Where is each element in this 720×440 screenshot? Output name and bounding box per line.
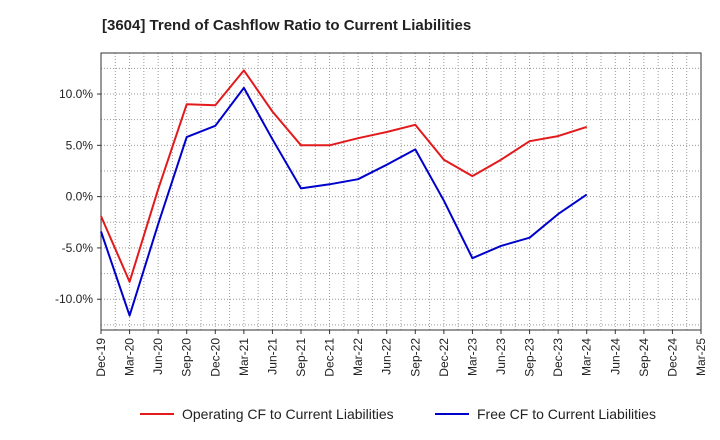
x-tick-label: Dec-24 bbox=[665, 338, 679, 377]
x-tick-label: Jun-24 bbox=[608, 338, 622, 375]
x-tick-label: Jun-22 bbox=[380, 338, 394, 375]
x-tick-label: Mar-24 bbox=[580, 338, 594, 376]
series-line-operating-cf bbox=[100, 69, 588, 283]
x-tick-label: Sep-23 bbox=[523, 338, 537, 377]
x-tick-label: Mar-23 bbox=[465, 338, 479, 376]
legend-label: Free CF to Current Liabilities bbox=[477, 406, 656, 422]
x-tick-label: Sep-21 bbox=[294, 338, 308, 377]
legend-label: Operating CF to Current Liabilities bbox=[182, 406, 394, 422]
y-tick-label: 0.0% bbox=[66, 190, 94, 204]
series-line-free-cf bbox=[100, 86, 588, 317]
x-tick-label: Sep-22 bbox=[408, 338, 422, 377]
x-tick-label: Jun-20 bbox=[151, 338, 165, 375]
y-axis: -10.0% -5.0% 0.0% 5.0% 10.0% bbox=[55, 87, 101, 306]
x-tick-label: Sep-20 bbox=[180, 338, 194, 377]
x-tick-label: Jun-21 bbox=[265, 338, 279, 375]
y-tick-label: -10.0% bbox=[55, 292, 93, 306]
x-axis: Dec-19 Mar-20 Jun-20 Sep-20 Dec-20 Mar-21 Jun-… bbox=[94, 330, 708, 377]
x-tick-label: Dec-21 bbox=[323, 338, 337, 377]
x-tick-label: Dec-23 bbox=[551, 338, 565, 377]
plot-area bbox=[100, 52, 702, 331]
x-tick-label: Mar-20 bbox=[123, 338, 137, 376]
grid-lines bbox=[100, 53, 702, 330]
x-tick-label: Dec-20 bbox=[208, 338, 222, 377]
legend: Operating CF to Current Liabilities Free … bbox=[140, 406, 656, 422]
x-tick-label: Dec-22 bbox=[437, 338, 451, 377]
y-tick-label: -5.0% bbox=[62, 241, 94, 255]
x-tick-label: Jun-23 bbox=[494, 338, 508, 375]
series-lines bbox=[100, 69, 588, 317]
chart-title: [3604] Trend of Cashflow Ratio to Curren… bbox=[102, 17, 471, 34]
x-tick-label: Dec-19 bbox=[94, 338, 108, 377]
y-tick-label: 10.0% bbox=[59, 87, 93, 101]
y-tick-label: 5.0% bbox=[66, 138, 94, 152]
x-tick-label: Mar-22 bbox=[351, 338, 365, 376]
x-tick-label: Sep-24 bbox=[637, 338, 651, 377]
x-tick-label: Mar-21 bbox=[237, 338, 251, 376]
x-tick-label: Mar-25 bbox=[694, 338, 708, 376]
